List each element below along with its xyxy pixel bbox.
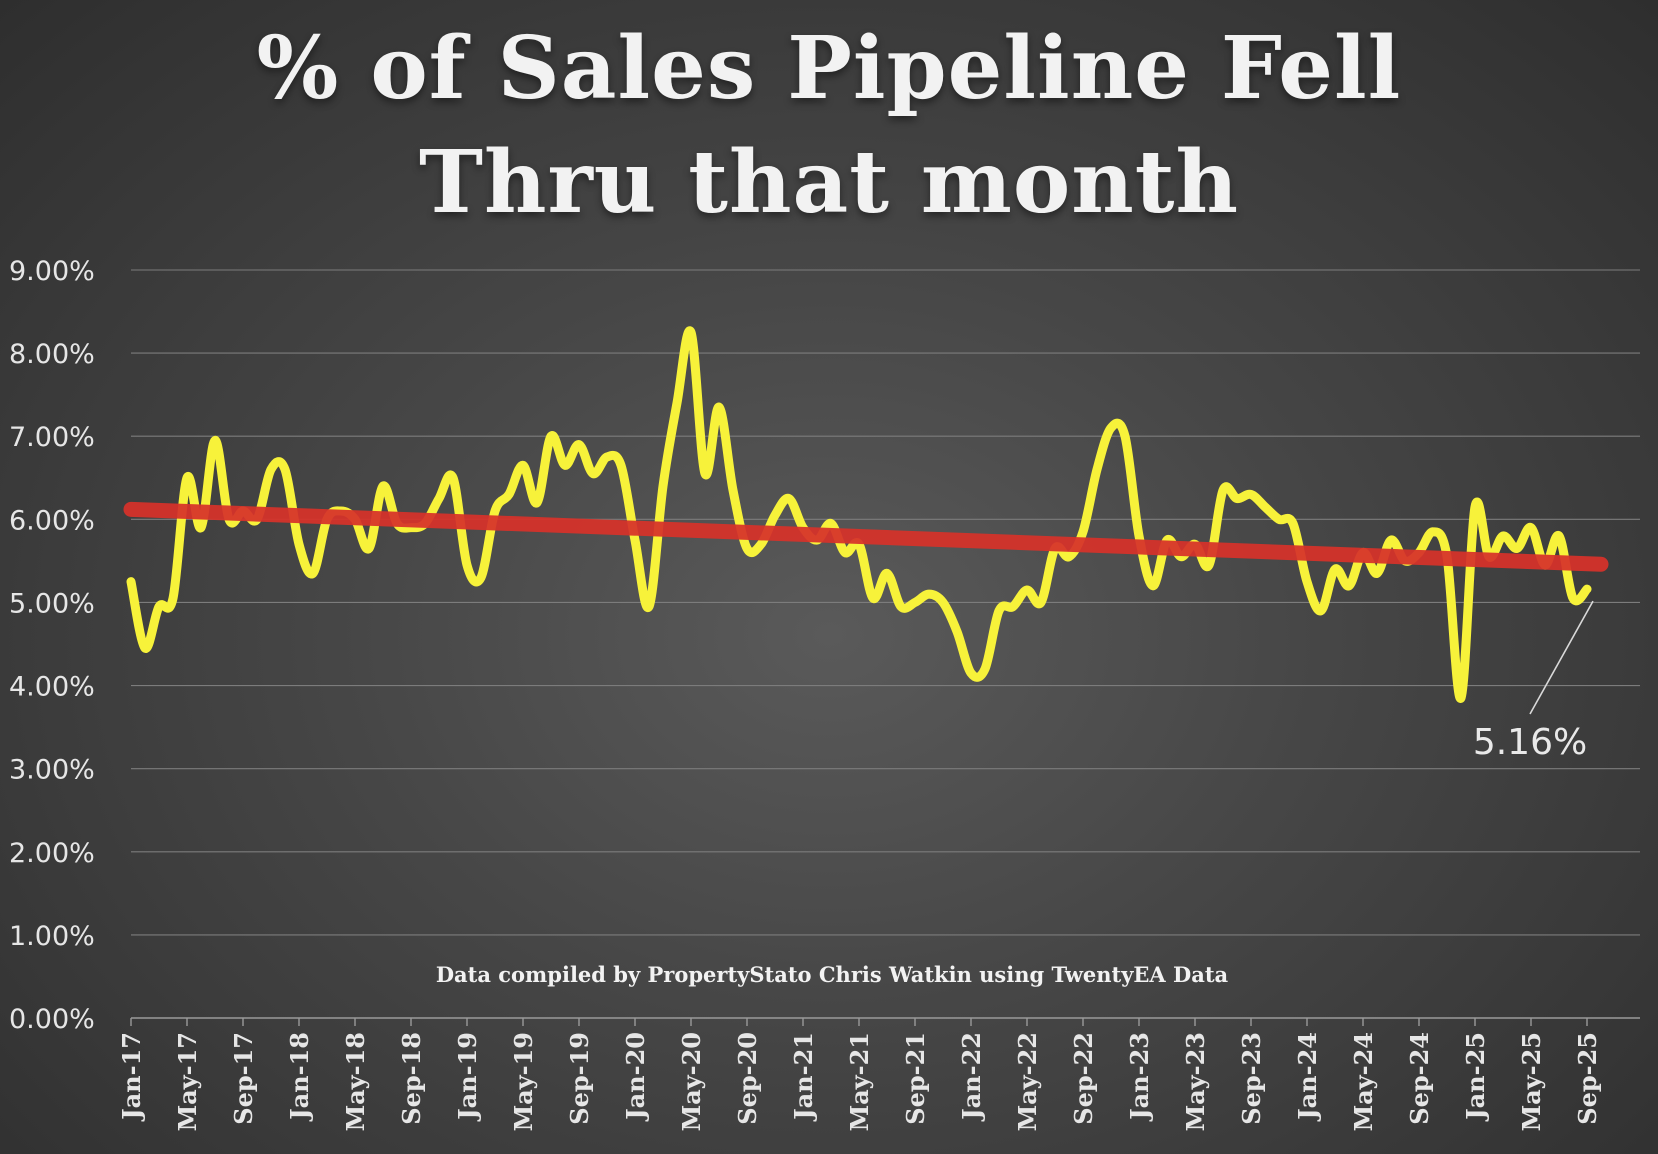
x-tick-label: Jan-22 bbox=[957, 1032, 986, 1122]
source-note: Data compiled by PropertyStato Chris Wat… bbox=[436, 962, 1229, 987]
x-tick-label: Sep-25 bbox=[1573, 1032, 1602, 1125]
x-tick-label: Jan-19 bbox=[453, 1032, 482, 1122]
x-tick-label: Sep-20 bbox=[733, 1032, 762, 1125]
y-tick-label: 6.00% bbox=[9, 505, 95, 536]
x-tick-label: May-22 bbox=[1013, 1032, 1042, 1131]
x-tick-label: Sep-19 bbox=[565, 1032, 594, 1125]
series-line-pipeline-fell bbox=[126, 326, 1592, 703]
x-tick-label: May-20 bbox=[677, 1032, 706, 1131]
annotation-label: 5.16% bbox=[1473, 722, 1587, 763]
x-tick-label: May-18 bbox=[341, 1032, 370, 1131]
x-tick-label: May-17 bbox=[173, 1032, 202, 1131]
x-tick-label: Jan-20 bbox=[621, 1032, 650, 1122]
gridlines bbox=[131, 269, 1640, 1019]
y-tick-label: 2.00% bbox=[9, 838, 95, 869]
chart-title-line-1: % of Sales Pipeline Fell bbox=[256, 18, 1402, 119]
series-trendline bbox=[123, 501, 1609, 572]
y-tick-label: 4.00% bbox=[9, 672, 95, 703]
annotation-layer: 5.16% bbox=[1473, 600, 1594, 763]
x-tick-label: Jan-23 bbox=[1125, 1032, 1154, 1122]
x-tick-label: Jan-24 bbox=[1293, 1032, 1322, 1122]
x-tick-label: May-24 bbox=[1349, 1032, 1378, 1131]
y-tick-label: 5.00% bbox=[9, 588, 95, 619]
x-tick-label: Sep-22 bbox=[1069, 1032, 1098, 1125]
x-tick-label: May-19 bbox=[509, 1032, 538, 1131]
x-axis: Jan-17 May-17 Sep-17 Jan-18 May-18 Sep-18 Jan-… bbox=[117, 1018, 1602, 1131]
y-tick-label: 9.00% bbox=[9, 256, 95, 287]
y-tick-label: 8.00% bbox=[9, 339, 95, 370]
chart-title-line-2: Thru that month bbox=[418, 132, 1240, 233]
y-tick-label: 7.00% bbox=[9, 422, 95, 453]
x-tick-label: May-21 bbox=[845, 1032, 874, 1131]
y-tick-label: 1.00% bbox=[9, 921, 95, 952]
x-tick-label: Sep-18 bbox=[397, 1032, 426, 1125]
y-tick-label: 3.00% bbox=[9, 755, 95, 786]
y-tick-label: 0.00% bbox=[9, 1004, 95, 1035]
x-tick-label: Sep-23 bbox=[1237, 1032, 1266, 1125]
annotation-leader-line bbox=[1529, 600, 1594, 715]
x-tick-label: May-23 bbox=[1181, 1032, 1210, 1131]
x-tick-label: Jan-17 bbox=[117, 1032, 146, 1122]
x-tick-label: May-25 bbox=[1517, 1032, 1546, 1131]
x-tick-label: Jan-25 bbox=[1461, 1032, 1490, 1122]
x-tick-label: Jan-21 bbox=[789, 1032, 818, 1122]
x-tick-label: Sep-17 bbox=[229, 1032, 258, 1125]
y-axis-ticks: 0.00% 1.00% 2.00% 3.00% 4.00% 5.00% 6.00% 7.00%… bbox=[9, 256, 95, 1035]
x-tick-label: Sep-21 bbox=[901, 1032, 930, 1125]
x-tick-label: Sep-24 bbox=[1405, 1032, 1434, 1125]
series-layer bbox=[123, 326, 1609, 703]
x-tick-label: Jan-18 bbox=[285, 1032, 314, 1122]
